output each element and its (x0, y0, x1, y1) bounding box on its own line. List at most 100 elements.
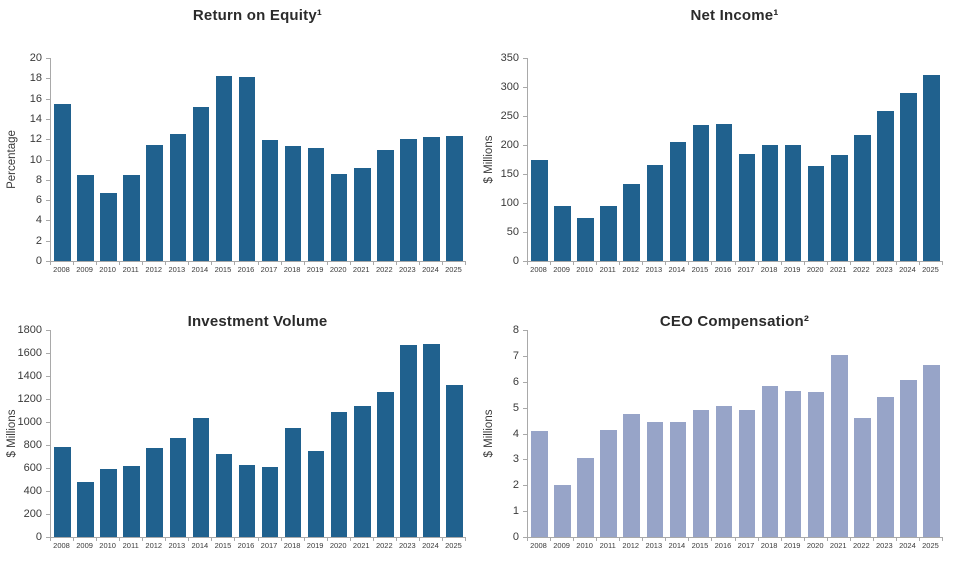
y-tick-label: 0 (35, 255, 42, 267)
x-tick-mark (349, 538, 351, 541)
bar-2013 (646, 165, 664, 261)
chart-panel-return-on-equity: Return on Equity¹ Percentage 0 2 4 6 8 10 12 14… (0, 0, 477, 283)
bar-2025 (446, 384, 463, 537)
x-tick-mark (596, 262, 598, 265)
x-tick-mark (619, 538, 621, 541)
x-tick-label: 2016 (237, 265, 255, 274)
bar-2015 (692, 124, 710, 261)
x-tick-label: 2009 (553, 541, 570, 550)
x-tick-label: 2016 (714, 265, 732, 274)
bar-2016 (715, 123, 733, 261)
y-tick-mark (523, 87, 527, 88)
x-tick-mark (165, 262, 167, 265)
y-tick-mark (46, 118, 50, 120)
x-tick-label: 2018 (283, 541, 301, 550)
bar-2024 (900, 92, 917, 261)
y-tick-label: 8 (35, 173, 42, 186)
bar-2010 (100, 193, 117, 261)
x-tick-label: 2015 (214, 541, 232, 550)
x-tick-label: 2015 (691, 265, 709, 274)
x-tick-label: 2013 (645, 541, 663, 550)
y-tick-label: 6 (512, 375, 519, 388)
x-tick-mark (918, 538, 920, 541)
x-tick-mark (326, 262, 328, 265)
x-tick-label: 2008 (530, 265, 547, 274)
x-tick-label: 2012 (622, 541, 640, 550)
x-tick-mark (119, 538, 121, 541)
y-tick-mark (46, 491, 50, 492)
y-tick-label: 1 (512, 505, 519, 518)
bar-2015 (215, 454, 233, 537)
y-tick-mark (523, 407, 527, 409)
bar-2012 (146, 447, 164, 537)
bar-2016 (238, 465, 256, 537)
y-tick-label: 2 (512, 479, 519, 492)
bar-2012 (146, 145, 164, 261)
x-tick-mark (211, 262, 213, 265)
x-tick-mark (642, 262, 644, 265)
bar-2008 (54, 446, 71, 537)
y-tick-label: 6 (35, 194, 42, 207)
bar-2018 (761, 385, 779, 537)
y-tick-mark (523, 330, 527, 331)
x-tick-label: 2010 (99, 265, 116, 274)
x-tick-label: 2019 (306, 541, 324, 550)
x-tick-label: 2020 (806, 265, 824, 274)
bar-2022 (377, 150, 394, 261)
y-tick-label: 1000 (17, 416, 42, 428)
x-tick-mark (395, 538, 397, 541)
x-tick-label: 2023 (876, 265, 893, 274)
x-tick-mark (826, 538, 828, 541)
y-tick-mark (523, 174, 527, 175)
bar-2020 (807, 166, 825, 261)
bar-2019 (784, 390, 802, 537)
bar-2021 (353, 405, 371, 537)
y-tick-label: 3 (512, 453, 519, 466)
y-tick-label: 10 (29, 153, 42, 166)
x-tick-mark (757, 538, 759, 541)
x-tick-mark (234, 538, 236, 541)
y-tick-mark (46, 200, 50, 202)
plot-area (527, 330, 943, 538)
x-tick-label: 2025 (922, 541, 939, 550)
y-tick-label: 12 (29, 133, 42, 146)
y-tick-label: 2 (35, 234, 42, 247)
bar-2023 (877, 397, 894, 537)
bar-2008 (531, 430, 548, 537)
plot-area (50, 58, 466, 262)
x-tick-mark (665, 538, 667, 541)
y-tick-label: 0 (35, 531, 42, 543)
bar-2019 (307, 148, 325, 261)
y-tick-mark (46, 422, 50, 423)
x-tick-label: 2021 (352, 541, 370, 550)
x-tick-mark (619, 262, 621, 265)
x-tick-mark (465, 538, 466, 541)
chart-panel-net-income: Net Income¹ $ Millions 0 50 100 150 200 250 30… (477, 0, 955, 283)
y-tick-mark (46, 399, 50, 400)
bar-2008 (54, 103, 71, 261)
y-tick-label: 8 (512, 324, 519, 336)
x-tick-label: 2015 (214, 265, 232, 274)
y-tick-mark (46, 139, 50, 141)
x-tick-label: 2010 (99, 541, 116, 550)
bar-2018 (761, 145, 779, 261)
y-tick-mark (523, 145, 527, 146)
x-tick-label: 2012 (622, 265, 640, 274)
x-tick-mark (826, 262, 828, 265)
x-tick-mark (73, 262, 75, 265)
chart-title: Net Income¹ (690, 7, 779, 24)
x-tick-mark (527, 538, 528, 541)
x-tick-mark (642, 538, 644, 541)
x-tick-label: 2010 (576, 541, 593, 550)
bar-2021 (830, 155, 848, 261)
bar-2014 (192, 417, 210, 537)
bar-2019 (307, 451, 325, 537)
x-tick-mark (895, 262, 897, 265)
x-tick-label: 2015 (691, 541, 709, 550)
bar-2011 (600, 429, 617, 537)
y-tick-label: 1800 (17, 324, 42, 336)
bar-2020 (330, 173, 348, 261)
x-tick-mark (550, 262, 552, 265)
x-tick-mark (734, 262, 736, 265)
bar-2010 (577, 217, 594, 261)
